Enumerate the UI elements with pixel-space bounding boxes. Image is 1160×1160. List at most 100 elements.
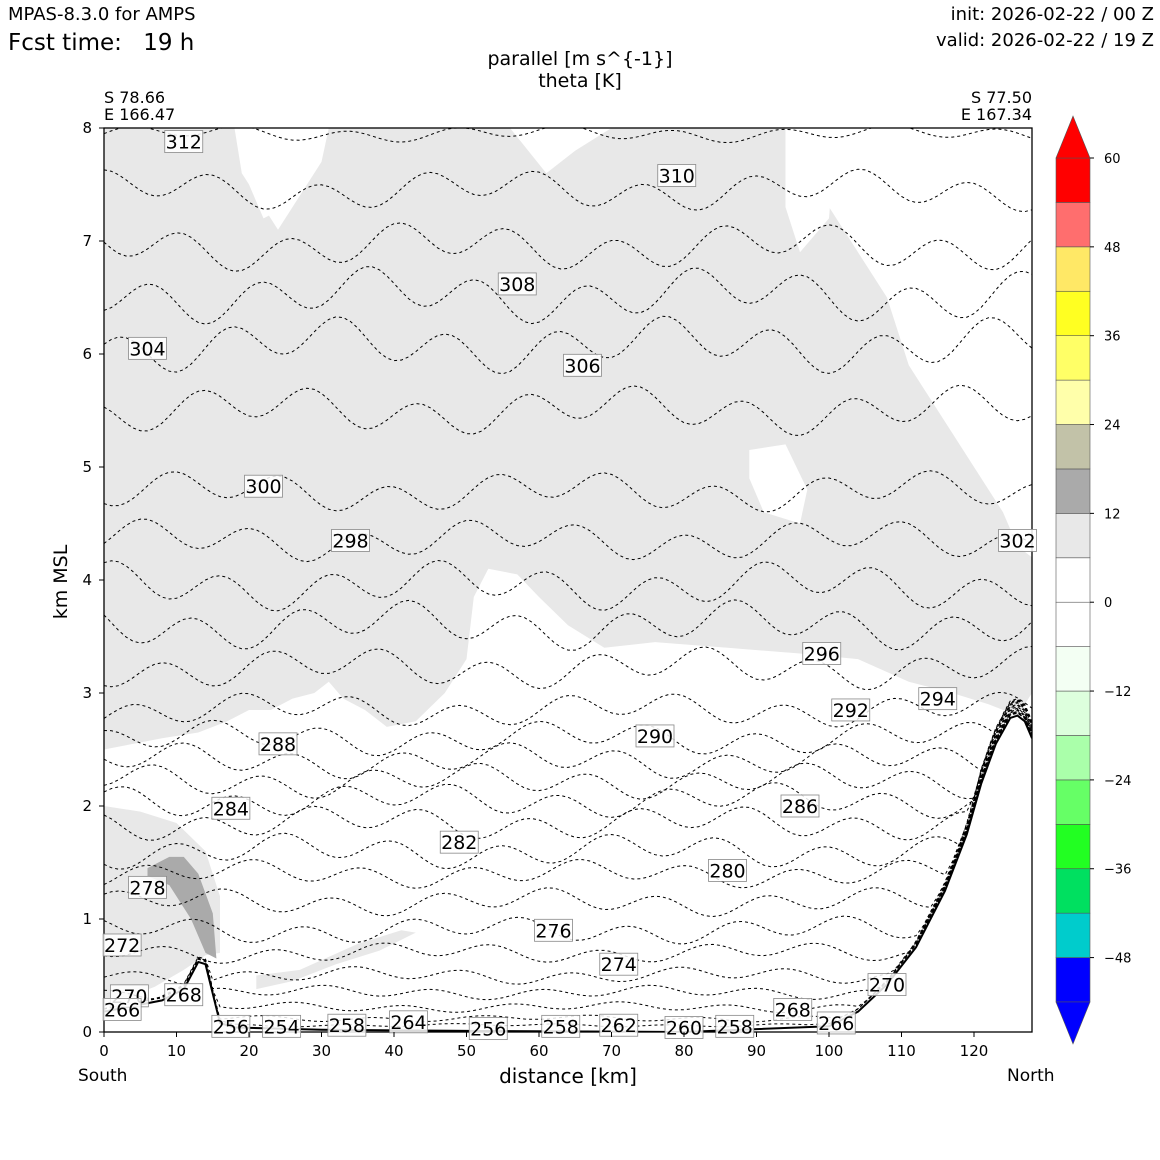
theta-label: 260 (664, 1016, 704, 1039)
colorbar-segment (1055, 468, 1091, 514)
theta-label-text: 280 (709, 860, 745, 882)
theta-label-box (708, 859, 747, 882)
theta-label: 286 (780, 794, 820, 818)
theta-label: 280 (708, 859, 747, 882)
theta-label-box (331, 529, 370, 552)
wind-shading (104, 128, 1032, 999)
theta-label-box (541, 1014, 581, 1038)
colorbar-segment (1055, 601, 1091, 647)
theta-label-text: 302 (999, 530, 1035, 552)
theta-label-box (128, 875, 167, 899)
colorbar-segment (1055, 335, 1091, 381)
colorbar-tick-label: −12 (1104, 685, 1131, 700)
theta-label: 258 (715, 1014, 755, 1038)
south-label: South (78, 1066, 128, 1086)
theta-label-box (599, 952, 639, 976)
theta-label-text: 282 (441, 832, 477, 854)
theta-label: 258 (327, 1013, 367, 1037)
unshaded-region-3 (887, 128, 916, 230)
theta-contour-24 (104, 711, 1032, 1013)
theta-label: 278 (128, 875, 167, 899)
theta-label-box (164, 130, 204, 153)
theta-label-text: 304 (129, 338, 165, 360)
theta-contour-7 (104, 518, 1032, 563)
theta-contour-2 (104, 222, 1032, 272)
axes: 0 10 20 30 40 50 60 70 80 90 100 110 120 0 1 2 3 4 5 6 7 8 (82, 119, 988, 1060)
theta-label: 284 (211, 796, 251, 820)
x-tick-label: 0 (99, 1042, 109, 1060)
theta-contour-3 (104, 266, 1032, 325)
colorbar-segment (1055, 202, 1091, 248)
theta-label: 290 (635, 724, 675, 748)
x-tick-label: 100 (815, 1042, 844, 1060)
theta-label-text: 258 (543, 1016, 579, 1038)
theta-label: 298 (331, 529, 370, 552)
theta-label: 268 (773, 998, 813, 1021)
x-tick-label: 50 (457, 1042, 476, 1060)
theta-label-text: 256 (470, 1019, 506, 1041)
theta-label-text: 306 (564, 355, 600, 377)
theta-label-text: 272 (104, 935, 140, 957)
init-time: init: 2026-02-22 / 00 Z (950, 4, 1154, 25)
theta-label: 308 (497, 272, 537, 296)
theta-label-text: 312 (166, 132, 202, 154)
theta-label: 292 (831, 698, 871, 722)
theta-label-box (258, 732, 298, 756)
colorbar-segment (1055, 424, 1091, 470)
theta-labels: 312 310 308 306 304 302 300 298 296 294 292 290 288 2… (102, 130, 1037, 1041)
theta-label-text: 290 (637, 726, 673, 748)
theta-label-text: 276 (535, 920, 571, 942)
colorbar-segment (1055, 735, 1091, 781)
y-tick-label: 2 (82, 797, 92, 815)
theta-label: 264 (389, 1010, 428, 1034)
shaded-region-2 (256, 930, 416, 990)
theta-label-box (780, 794, 820, 818)
colorbar-segment (1055, 824, 1091, 870)
y-tick-label: 3 (82, 684, 92, 702)
theta-contour-22 (104, 709, 1032, 985)
theta-label: 262 (599, 1013, 639, 1037)
theta-label-box (635, 724, 675, 748)
theta-label-box (802, 642, 842, 665)
theta-contour-10 (104, 646, 1032, 691)
theta-label: 270 (867, 973, 907, 997)
x-tick-label: 30 (312, 1042, 331, 1060)
y-tick-label: 7 (82, 232, 92, 250)
forecast-time-label: Fcst time: (8, 30, 122, 56)
colorbar-segment (1055, 379, 1091, 425)
theta-label-text: 260 (666, 1017, 702, 1039)
theta-label-text: 258 (717, 1016, 753, 1038)
x-tick-label: 10 (167, 1042, 186, 1060)
theta-label-box (715, 1014, 755, 1038)
unshaded-region-5 (1010, 410, 1032, 490)
end-lat: S 77.50 (970, 88, 1032, 107)
theta-label-text: 258 (329, 1015, 365, 1037)
theta-label-box (563, 353, 602, 377)
colorbar-tick-label: 12 (1104, 507, 1121, 522)
theta-label-box (211, 796, 251, 820)
theta-label-text: 298 (332, 530, 368, 552)
theta-label-box (439, 830, 479, 854)
theta-contour-15 (104, 701, 1032, 819)
theta-label: 256 (211, 1014, 251, 1038)
theta-label-box (389, 1010, 428, 1034)
theta-label-box (867, 973, 907, 996)
theta-contour-23 (104, 710, 1032, 1001)
x-tick-label: 20 (239, 1042, 258, 1060)
theta-label-text: 308 (499, 274, 535, 296)
colorbar-segment (1055, 957, 1091, 1003)
theta-label-box (657, 164, 697, 187)
theta-label: 254 (262, 1014, 302, 1038)
start-lat: S 78.66 (104, 88, 166, 107)
colorbar-extend-low (1055, 1001, 1091, 1045)
unshaded-region-2 (785, 128, 837, 253)
unshaded-region-4 (749, 444, 808, 524)
chart-title: parallel [m s^{-1}] (487, 48, 673, 70)
theta-contour-11 (104, 691, 1032, 728)
theta-label: 296 (802, 642, 842, 665)
theta-label-box (534, 918, 573, 942)
y-tick-label: 5 (82, 458, 92, 476)
theta-label-text: 266 (818, 1013, 854, 1035)
theta-label-text: 268 (166, 985, 202, 1007)
